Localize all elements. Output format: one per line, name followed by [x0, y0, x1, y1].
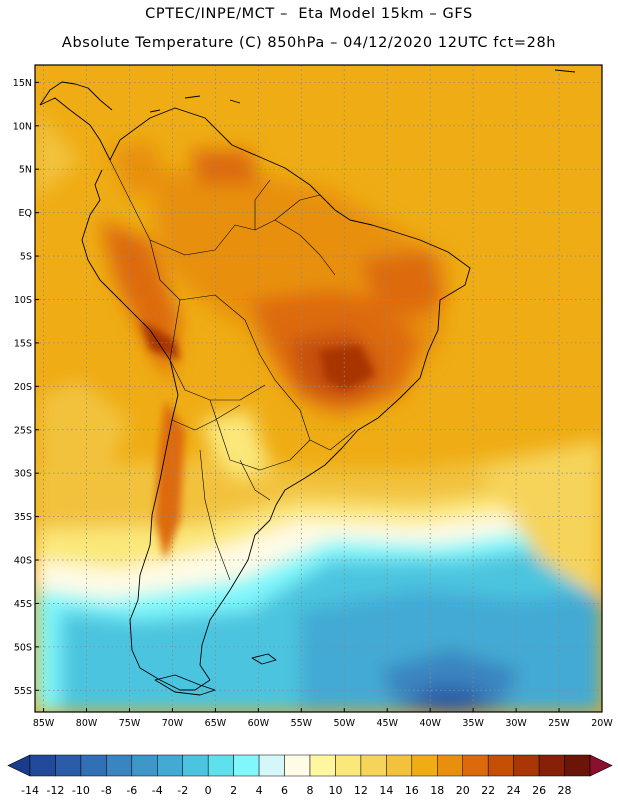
colorbar-swatch	[157, 754, 183, 777]
lat-tick-label: 15S	[14, 338, 32, 349]
colorbar-swatch	[309, 754, 336, 777]
title-line-2: Absolute Temperature (C) 850hPa – 04/12/…	[61, 35, 557, 51]
colorbar-label: 16	[405, 784, 419, 797]
lat-tick-label: 20S	[14, 382, 32, 393]
colorbar-label: 24	[507, 784, 521, 797]
colorbar-label: 0	[205, 784, 212, 797]
colorbar-swatch	[258, 754, 285, 777]
lon-tick-label: 35W	[462, 718, 484, 729]
lat-tick-label: 5S	[20, 252, 32, 263]
lon-tick-label: 75W	[119, 718, 141, 729]
colorbar-swatch	[80, 754, 107, 777]
lat-tick-label: 15N	[13, 78, 32, 89]
colorbar-label: -6	[126, 784, 137, 797]
colorbar-swatch	[131, 754, 158, 777]
lat-tick-label: 55S	[14, 686, 32, 697]
country-borders	[109, 159, 356, 581]
map-frame	[34, 64, 603, 713]
colorbar-swatch	[335, 754, 362, 777]
colorbar-swatch	[462, 754, 489, 777]
colorbar-swatch	[487, 754, 514, 777]
colorbar-label: 26	[532, 784, 546, 797]
colorbar-label: -14	[21, 784, 39, 797]
colorbar-label: 14	[379, 784, 393, 797]
colorbar-label: -2	[177, 784, 188, 797]
colorbar-low-arrow	[7, 754, 31, 777]
colorbar-swatch	[538, 754, 565, 777]
lon-tick-label: 20W	[591, 718, 613, 729]
lat-tick-label: 25S	[14, 425, 32, 436]
lat-tick-label: 35S	[14, 512, 32, 523]
colorbar-label: -4	[152, 784, 163, 797]
colorbar-swatch	[411, 754, 438, 777]
colorbar-swatch	[182, 754, 209, 777]
lat-tick-label: 50S	[14, 642, 32, 653]
central-america-coastline	[39, 81, 113, 111]
lon-tick-label: 50W	[334, 718, 356, 729]
lon-tick-label: 40W	[419, 718, 441, 729]
lon-tick-label: 85W	[33, 718, 55, 729]
colorbar-swatch	[360, 754, 387, 777]
colorbar-swatch	[233, 754, 260, 777]
colorbar-label: 10	[328, 784, 342, 797]
colorbar-swatch	[106, 754, 133, 777]
tierra-del-fuego	[154, 674, 216, 696]
colorbar-high-arrow	[589, 754, 613, 777]
lat-lon-grid	[35, 65, 603, 712]
lat-tick-label: 40S	[14, 556, 32, 567]
colorbar-label: -10	[72, 784, 90, 797]
title-line-1: CPTEC/INPE/MCT – Eta Model 15km – GFS	[145, 6, 473, 22]
lon-tick-label: 60W	[248, 718, 270, 729]
lon-tick-label: 80W	[76, 718, 98, 729]
longitude-axis: 85W 80W 75W 70W 65W 60W 55W 50W 45W 40W 35W 30W 25W 2…	[33, 708, 613, 729]
colorbar-label: 22	[481, 784, 495, 797]
lon-tick-label: 45W	[376, 718, 398, 729]
colorbar-swatch	[55, 754, 82, 777]
lat-tick-label: 5N	[19, 165, 32, 176]
colorbar-label: -12	[46, 784, 64, 797]
falkland-islands	[251, 653, 277, 665]
caribbean-islands	[149, 69, 576, 113]
lat-tick-label: 10N	[13, 121, 32, 132]
colorbar-label: 8	[307, 784, 314, 797]
colorbar-swatch	[437, 754, 463, 777]
lon-tick-label: 65W	[205, 718, 227, 729]
colorbar-label: 20	[456, 784, 470, 797]
lat-tick-label: 45S	[14, 599, 32, 610]
lat-tick-label: 10S	[14, 295, 32, 306]
colorbar-label: 28	[558, 784, 572, 797]
south-america-coastline	[39, 97, 471, 691]
lat-tick-label: 30S	[14, 469, 32, 480]
colorbar-swatch	[386, 754, 413, 777]
colorbar-swatch	[284, 754, 311, 777]
colorbar-swatch	[564, 754, 591, 777]
colorbar-label: 6	[281, 784, 288, 797]
coastlines	[39, 69, 576, 696]
colorbar-label: 2	[230, 784, 237, 797]
lon-tick-label: 55W	[291, 718, 313, 729]
colorbar-swatch	[207, 754, 234, 777]
colorbar: -14 -12 -10 -8 -6 -4 -2 0 2 4 6 8 10 12 14 16 18 20 22 24 26…	[7, 754, 613, 797]
temperature-field	[35, 65, 602, 712]
lon-tick-label: 25W	[548, 718, 570, 729]
colorbar-swatch	[29, 754, 56, 777]
latitude-axis: 15N 10N 5N EQ 5S 10S 15S 20S 25S 30S 35S 40S 45S 50S 5…	[13, 78, 39, 697]
lon-tick-label: 70W	[162, 718, 184, 729]
colorbar-label: 18	[430, 784, 444, 797]
lon-tick-label: 30W	[505, 718, 527, 729]
colorbar-label: -8	[101, 784, 112, 797]
lat-tick-label: EQ	[19, 208, 32, 219]
colorbar-swatch	[513, 754, 540, 777]
colorbar-label: 12	[354, 784, 368, 797]
colorbar-label: 4	[256, 784, 263, 797]
